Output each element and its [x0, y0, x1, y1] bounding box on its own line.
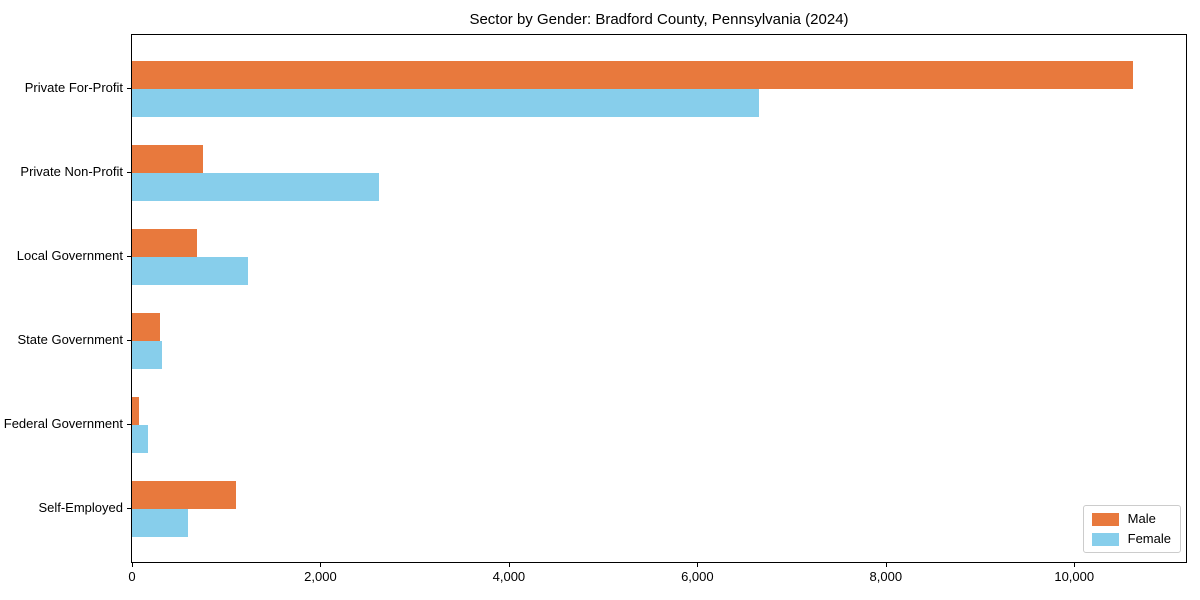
legend-label-female: Female	[1127, 531, 1171, 546]
y-tick-label-federal-government: Federal Government	[3, 416, 123, 431]
bar-male-self-employed	[132, 481, 236, 509]
bar-male-private-non-profit	[132, 145, 203, 173]
x-tick-mark	[320, 563, 322, 567]
bar-male-state-government	[132, 313, 160, 341]
x-tick-label-2000: 2,000	[304, 569, 337, 584]
x-axis: 0 2,000 4,000 6,000 8,000 10,000	[128, 563, 1187, 593]
y-tick-label-state-government: State Government	[17, 332, 124, 347]
bar-female-private-non-profit	[132, 173, 379, 201]
bar-male-federal-government	[132, 397, 139, 425]
x-tick-mark	[508, 563, 510, 567]
legend-swatch-female-icon	[1091, 532, 1119, 546]
y-tick-mark	[127, 424, 131, 425]
x-tick-mark	[132, 563, 133, 567]
bar-male-local-government	[132, 229, 197, 257]
x-tick-mark	[885, 563, 887, 567]
bar-female-state-government	[132, 341, 162, 369]
legend-label-male: Male	[1127, 511, 1156, 526]
bar-female-private-for-profit	[132, 89, 759, 117]
x-tick-mark	[1074, 563, 1076, 567]
x-tick-mark	[697, 563, 699, 567]
y-tick-mark	[127, 508, 131, 509]
x-tick-label-0: 0	[128, 569, 136, 584]
bar-female-self-employed	[132, 509, 188, 537]
legend: Male Female	[1082, 505, 1181, 553]
y-tick-label-private-for-profit: Private For-Profit	[24, 80, 123, 95]
y-tick-mark	[127, 340, 131, 341]
x-tick-label-10000: 10,000	[1054, 569, 1095, 584]
x-tick-label-8000: 8,000	[869, 569, 903, 584]
legend-item-male: Male	[1091, 511, 1171, 526]
y-tick-label-local-government: Local Government	[16, 248, 123, 263]
legend-swatch-male-icon	[1091, 512, 1119, 526]
y-tick-mark	[127, 172, 131, 173]
bar-female-federal-government	[132, 425, 148, 453]
bar-female-local-government	[132, 257, 248, 285]
bar-male-private-for-profit	[132, 61, 1133, 89]
y-tick-label-private-non-profit: Private Non-Profit	[20, 164, 123, 179]
x-tick-label-4000: 4,000	[492, 569, 526, 584]
x-tick-label-6000: 6,000	[681, 569, 714, 584]
y-tick-mark	[127, 256, 131, 257]
plot-area: Male Female	[131, 34, 1187, 563]
chart-title: Sector by Gender: Bradford County, Penns…	[469, 11, 849, 28]
y-tick-label-self-employed: Self-Employed	[38, 500, 123, 515]
y-tick-mark	[127, 88, 131, 89]
legend-item-female: Female	[1091, 531, 1171, 546]
